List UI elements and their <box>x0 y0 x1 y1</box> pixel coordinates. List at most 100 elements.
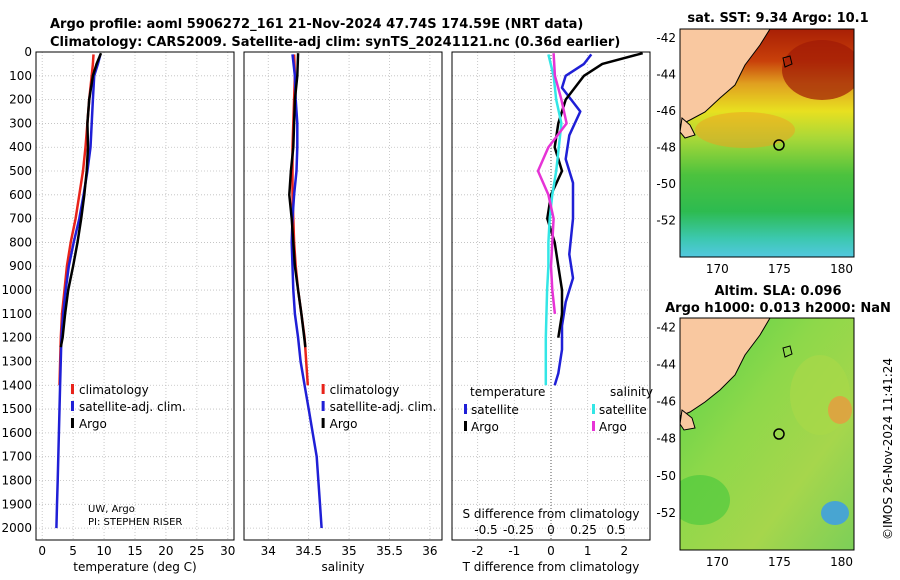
series-line-argo <box>59 52 103 348</box>
x-tick-label: 20 <box>158 544 173 558</box>
legend-label: Argo <box>599 420 627 434</box>
legend-swatch <box>592 421 595 431</box>
x-tick-label: 15 <box>127 544 142 558</box>
x-tick-label: 0 <box>38 544 46 558</box>
sla-map-subtitle: Argo h1000: 0.013 h2000: NaN <box>665 301 891 316</box>
series-line-satellite-adj-clim- <box>290 54 323 529</box>
y-tick-label: 200 <box>9 93 32 107</box>
sst-front <box>695 112 795 148</box>
sla-patch-2 <box>680 475 730 525</box>
difference-profile-axes: -2 -1 0 1 2 T difference from climatology S di… <box>451 51 653 574</box>
x-axis-label: T difference from climatology <box>462 560 640 574</box>
s-axis-label: S difference from climatology <box>463 507 640 521</box>
legend-swatch <box>70 384 74 394</box>
series-line-temperature-satellite <box>553 53 593 386</box>
legend-label: satellite-adj. clim. <box>330 400 437 414</box>
s-tick-label: 0 <box>547 523 555 537</box>
map-y-tick-label: -50 <box>656 177 676 191</box>
legend-swatch <box>321 384 325 394</box>
legend-title-temperature: temperature <box>470 385 545 399</box>
legend-swatch <box>321 418 325 428</box>
y-tick-label: 1600 <box>1 426 32 440</box>
map-x-tick-label: 170 <box>706 262 729 276</box>
x-tick-label: 0 <box>547 544 555 558</box>
y-tick-label: 100 <box>9 69 32 83</box>
y-tick-label: 700 <box>9 212 32 226</box>
y-tick-label: 1200 <box>1 331 32 345</box>
x-tick-label: 30 <box>220 544 235 558</box>
series-line-salinity-satellite <box>544 54 563 386</box>
axes-frame <box>35 51 235 541</box>
sla-map: Altim. SLA: 0.096 Argo h1000: 0.013 h200… <box>656 284 890 569</box>
figure-title-line2: Climatology: CARS2009. Satellite-adj cli… <box>50 35 620 50</box>
y-tick-label: 1900 <box>1 497 32 511</box>
salinity-profile-axes: 34 34.5 35 35.5 36 salinity climatology satelli… <box>243 51 443 574</box>
legend-swatch <box>321 401 325 411</box>
y-tick-label: 0 <box>24 45 32 59</box>
legend-label: climatology <box>79 383 149 397</box>
x-tick-label: 35.5 <box>376 544 403 558</box>
s-tick-label: 0.25 <box>570 523 597 537</box>
credit-pi: PI: STEPHEN RISER <box>88 517 182 528</box>
x-tick-label: 25 <box>189 544 204 558</box>
x-tick-label: 5 <box>69 544 77 558</box>
sst-warm-patch <box>782 40 854 100</box>
sst-island <box>782 55 793 68</box>
x-tick-label: 1 <box>584 544 592 558</box>
s-tick-label: -0.25 <box>503 523 534 537</box>
y-tick-label: 500 <box>9 164 32 178</box>
figure-title-line1: Argo profile: aoml 5906272_161 21-Nov-20… <box>50 17 583 32</box>
series-line-argo <box>288 53 307 348</box>
map-y-tick-label: -48 <box>656 141 676 155</box>
legend-label: Argo <box>330 417 358 431</box>
sla-argo-marker <box>773 428 785 440</box>
x-axis-label: temperature (deg C) <box>73 560 196 574</box>
map-y-tick-label: -46 <box>656 395 676 409</box>
map-y-tick-label: -42 <box>656 31 676 45</box>
temperature-profile-axes: 0100200300400500600700800900100011001200… <box>1 45 235 574</box>
y-tick-label: 600 <box>9 188 32 202</box>
legend-swatch <box>592 404 595 414</box>
sst-map-title: sat. SST: 9.34 Argo: 10.1 <box>687 11 868 26</box>
legend-label: satellite-adj. clim. <box>79 400 186 414</box>
x-tick-label: 35 <box>341 544 356 558</box>
x-tick-label: 10 <box>96 544 111 558</box>
map-y-tick-label: -44 <box>656 357 676 371</box>
legend-swatch <box>70 418 74 428</box>
sst-argo-marker <box>773 139 785 151</box>
map-y-tick-label: -44 <box>656 68 676 82</box>
series-line-satellite-adj-clim- <box>55 54 102 529</box>
legend-label: climatology <box>330 383 400 397</box>
timestamp: ©IMOS 26-Nov-2024 11:41:24 <box>881 358 895 540</box>
sla-low <box>821 501 849 525</box>
legend-label: satellite <box>471 403 519 417</box>
map-y-tick-label: -48 <box>656 432 676 446</box>
sla-island <box>782 345 793 358</box>
x-tick-label: 2 <box>621 544 629 558</box>
map-y-tick-label: -52 <box>656 506 676 520</box>
y-tick-label: 1100 <box>1 307 32 321</box>
y-tick-label: 800 <box>9 235 32 249</box>
legend-label: Argo <box>471 420 499 434</box>
map-y-tick-label: -46 <box>656 104 676 118</box>
axes-frame <box>243 51 443 541</box>
map-x-tick-label: 170 <box>706 555 729 569</box>
legend-swatch <box>464 404 467 414</box>
y-tick-label: 300 <box>9 116 32 130</box>
sst-map: sat. SST: 9.34 Argo: 10.1 -42 -44 -46 -48 -5… <box>656 11 868 276</box>
legend-label: Argo <box>79 417 107 431</box>
legend-swatch <box>464 421 467 431</box>
x-tick-label: -1 <box>508 544 520 558</box>
sla-map-frame <box>679 317 855 551</box>
map-x-tick-label: 175 <box>768 555 791 569</box>
map-y-tick-label: -52 <box>656 214 676 228</box>
map-y-tick-label: -50 <box>656 469 676 483</box>
map-x-tick-label: 180 <box>830 555 853 569</box>
series-line-salinity-argo <box>536 53 568 315</box>
x-tick-label: 34 <box>261 544 276 558</box>
series-line-temperature-argo <box>546 51 644 338</box>
s-tick-label: -0.5 <box>474 523 497 537</box>
y-tick-label: 1300 <box>1 354 32 368</box>
legend-title-salinity: salinity <box>610 385 653 399</box>
